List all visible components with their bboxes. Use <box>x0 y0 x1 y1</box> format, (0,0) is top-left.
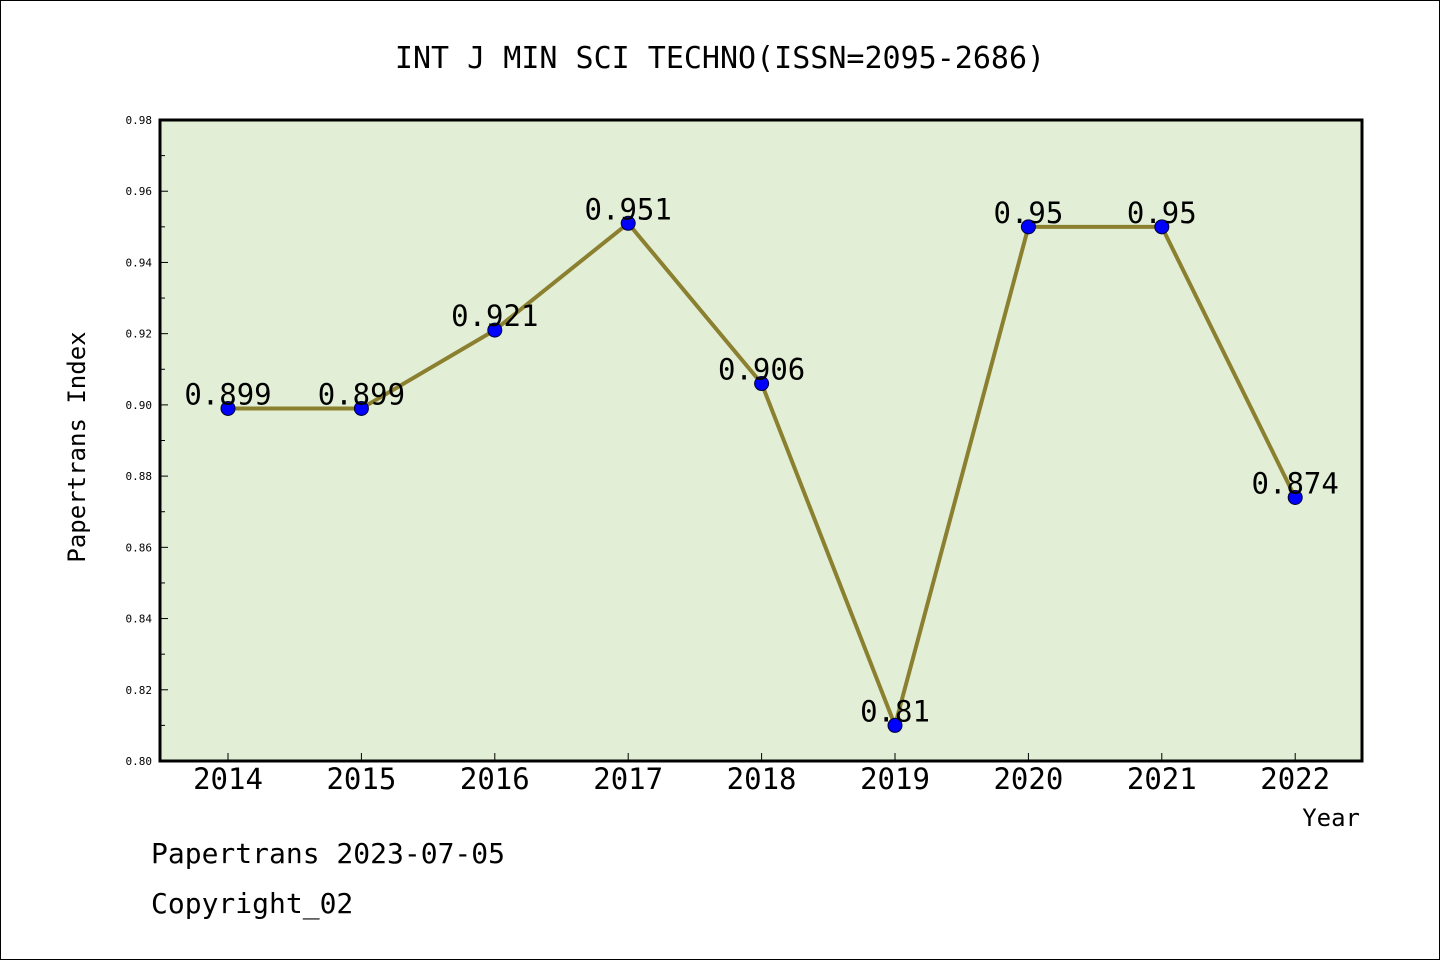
data-point <box>1020 219 1036 235</box>
y-tick-label: 0.84 <box>126 613 153 626</box>
y-tick-label: 0.92 <box>126 328 153 341</box>
data-label: 0.921 <box>451 299 538 333</box>
x-axis-label: Year <box>1302 804 1360 832</box>
x-tick-label: 2017 <box>593 762 663 796</box>
x-tick-label: 2022 <box>1260 762 1330 796</box>
chart-title: INT J MIN SCI TECHNO(ISSN=2095-2686) <box>395 41 1045 76</box>
footer-copyright: Copyright_02 <box>151 887 354 920</box>
y-tick-label: 0.90 <box>126 399 153 412</box>
data-point <box>353 400 369 416</box>
data-label: 0.874 <box>1252 466 1339 500</box>
data-point <box>487 322 503 338</box>
data-label: 0.951 <box>585 192 672 226</box>
data-label: 0.95 <box>993 196 1063 230</box>
x-tick-label: 2020 <box>993 762 1063 796</box>
x-axis: 2014 2015 2016 2017 2018 2019 2020 2021 2022 <box>193 753 1330 796</box>
data-point <box>1154 219 1170 235</box>
x-tick-label: 2016 <box>460 762 530 796</box>
x-tick-label: 2018 <box>727 762 797 796</box>
x-tick-label: 2015 <box>326 762 396 796</box>
x-tick-label: 2014 <box>193 762 263 796</box>
y-tick-label: 0.98 <box>126 114 153 127</box>
x-tick-label: 2021 <box>1127 762 1197 796</box>
y-tick-label: 0.96 <box>126 185 153 198</box>
footer-source: Papertrans 2023-07-05 <box>151 837 506 870</box>
data-label: 0.906 <box>718 353 805 387</box>
data-point <box>887 717 903 733</box>
data-point <box>754 376 770 392</box>
data-label: 0.95 <box>1127 196 1197 230</box>
y-tick-label: 0.94 <box>126 256 153 269</box>
y-tick-label: 0.82 <box>126 684 153 697</box>
y-tick-label: 0.80 <box>126 755 153 768</box>
y-tick-label: 0.86 <box>126 541 153 554</box>
data-point <box>1287 489 1303 505</box>
data-point <box>620 215 636 231</box>
data-label: 0.81 <box>860 694 930 728</box>
x-tick-label: 2019 <box>860 762 930 796</box>
y-axis-label: Papertrans Index <box>63 331 91 562</box>
y-tick-label: 0.88 <box>126 470 153 483</box>
y-axis: 0.80 0.82 0.84 0.86 0.88 0.90 0.92 0.94 0.96 0.98 <box>126 114 168 768</box>
series-line-group: 0.899 0.899 0.921 0.951 0.906 0.81 0.95 0.95 0.8… <box>184 192 1339 733</box>
data-label: 0.899 <box>318 377 405 411</box>
data-label: 0.899 <box>184 377 271 411</box>
data-point <box>220 400 236 416</box>
